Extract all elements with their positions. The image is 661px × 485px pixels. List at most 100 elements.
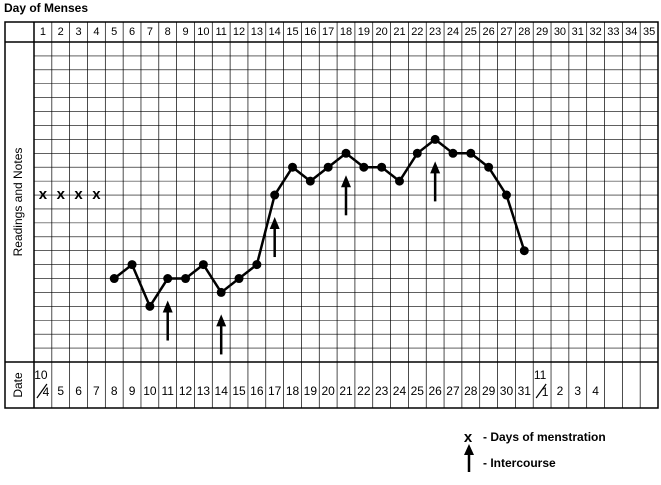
date-label: 24 — [393, 384, 407, 398]
date-slash — [36, 383, 48, 399]
date-label: 27 — [446, 384, 460, 398]
day-label: 26 — [483, 26, 495, 38]
reading-point — [234, 274, 244, 284]
reading-point — [359, 162, 369, 172]
day-label: 18 — [340, 26, 352, 38]
day-label: 8 — [165, 26, 171, 38]
reading-point — [109, 274, 119, 284]
date-label: 17 — [268, 384, 282, 398]
date-label: 13 — [197, 384, 211, 398]
menses-mark: x — [92, 186, 101, 203]
date-label: 10 — [143, 384, 157, 398]
day-label: 25 — [465, 26, 477, 38]
date-label: 11 — [534, 368, 547, 382]
date-label: 23 — [375, 384, 389, 398]
day-label: 1 — [40, 26, 46, 38]
reading-point — [394, 176, 404, 186]
date-slash — [535, 383, 547, 399]
date-label: 14 — [215, 384, 229, 398]
date-label: 19 — [304, 384, 318, 398]
day-label: 3 — [76, 26, 82, 38]
reading-point — [412, 148, 422, 158]
date-label: 22 — [357, 384, 371, 398]
date-label: 28 — [464, 384, 478, 398]
date-label: 5 — [57, 384, 64, 398]
date-label: 9 — [129, 384, 136, 398]
reading-point — [501, 190, 511, 200]
date-label: 2 — [557, 384, 564, 398]
date-label: 3 — [574, 384, 581, 398]
date-label: Date — [11, 372, 25, 398]
day-label: 17 — [322, 26, 334, 38]
date-label: 31 — [518, 384, 532, 398]
reading-point — [270, 190, 280, 200]
date-label: 25 — [411, 384, 425, 398]
reading-point — [448, 148, 458, 158]
date-label: 29 — [482, 384, 496, 398]
reading-point — [127, 260, 137, 270]
day-label: 33 — [607, 26, 619, 38]
date-label: 10 — [34, 368, 48, 382]
date-label: 30 — [500, 384, 514, 398]
frame — [4, 21, 659, 409]
reading-point — [377, 162, 387, 172]
legend-label: - Intercourse — [483, 456, 556, 470]
day-label: 7 — [147, 26, 153, 38]
day-label: 28 — [518, 26, 530, 38]
reading-point — [466, 148, 476, 158]
menses-mark: x — [39, 186, 48, 203]
intercourse-arrow — [216, 314, 227, 355]
day-label: 2 — [58, 26, 64, 38]
day-label: 14 — [269, 26, 281, 38]
date-label: 16 — [250, 384, 264, 398]
reading-point — [216, 287, 226, 297]
legend-label: - Days of menstration — [483, 430, 606, 444]
day-label: 24 — [447, 26, 459, 38]
day-label: 9 — [182, 26, 188, 38]
date-label: 21 — [339, 384, 353, 398]
intercourse-arrow — [430, 161, 441, 202]
day-label: 31 — [572, 26, 584, 38]
day-label: 13 — [251, 26, 263, 38]
date-label: 8 — [111, 384, 118, 398]
date-label: 1 — [542, 385, 549, 399]
day-label: 21 — [393, 26, 405, 38]
reading-point — [519, 246, 529, 256]
date-label: 12 — [179, 384, 193, 398]
day-label: 22 — [411, 26, 423, 38]
intercourse-arrow — [341, 175, 351, 216]
day-label: 15 — [286, 26, 298, 38]
reading-point — [181, 274, 191, 284]
day-label: 5 — [111, 26, 117, 38]
y-axis-label: Readings and Notes — [11, 148, 25, 257]
date-label: 4 — [592, 384, 599, 398]
day-label: 32 — [589, 26, 601, 38]
reading-point — [305, 176, 315, 186]
reading-point — [163, 274, 173, 284]
day-label: 27 — [500, 26, 512, 38]
day-label: 4 — [93, 26, 99, 38]
reading-point — [198, 260, 208, 270]
reading-point — [288, 162, 298, 172]
date-label: 18 — [286, 384, 300, 398]
intercourse-arrow — [269, 217, 280, 258]
day-label: 34 — [625, 26, 637, 38]
date-label: 7 — [93, 384, 100, 398]
reading-point — [323, 162, 333, 172]
day-label: 19 — [358, 26, 370, 38]
reading-point — [341, 148, 351, 158]
date-label: 15 — [232, 384, 246, 398]
chart-title: Day of Menses — [4, 1, 88, 15]
date-label: 20 — [321, 384, 335, 398]
date-label: 6 — [75, 384, 82, 398]
day-label: 35 — [643, 26, 655, 38]
date-label: 4 — [43, 385, 50, 399]
reading-point — [252, 260, 262, 270]
intercourse-arrow — [162, 300, 173, 341]
reading-point — [430, 134, 440, 144]
menses-mark: x — [74, 186, 83, 203]
day-label: 6 — [129, 26, 135, 38]
date-label: 11 — [161, 384, 174, 398]
day-label: 29 — [536, 26, 548, 38]
